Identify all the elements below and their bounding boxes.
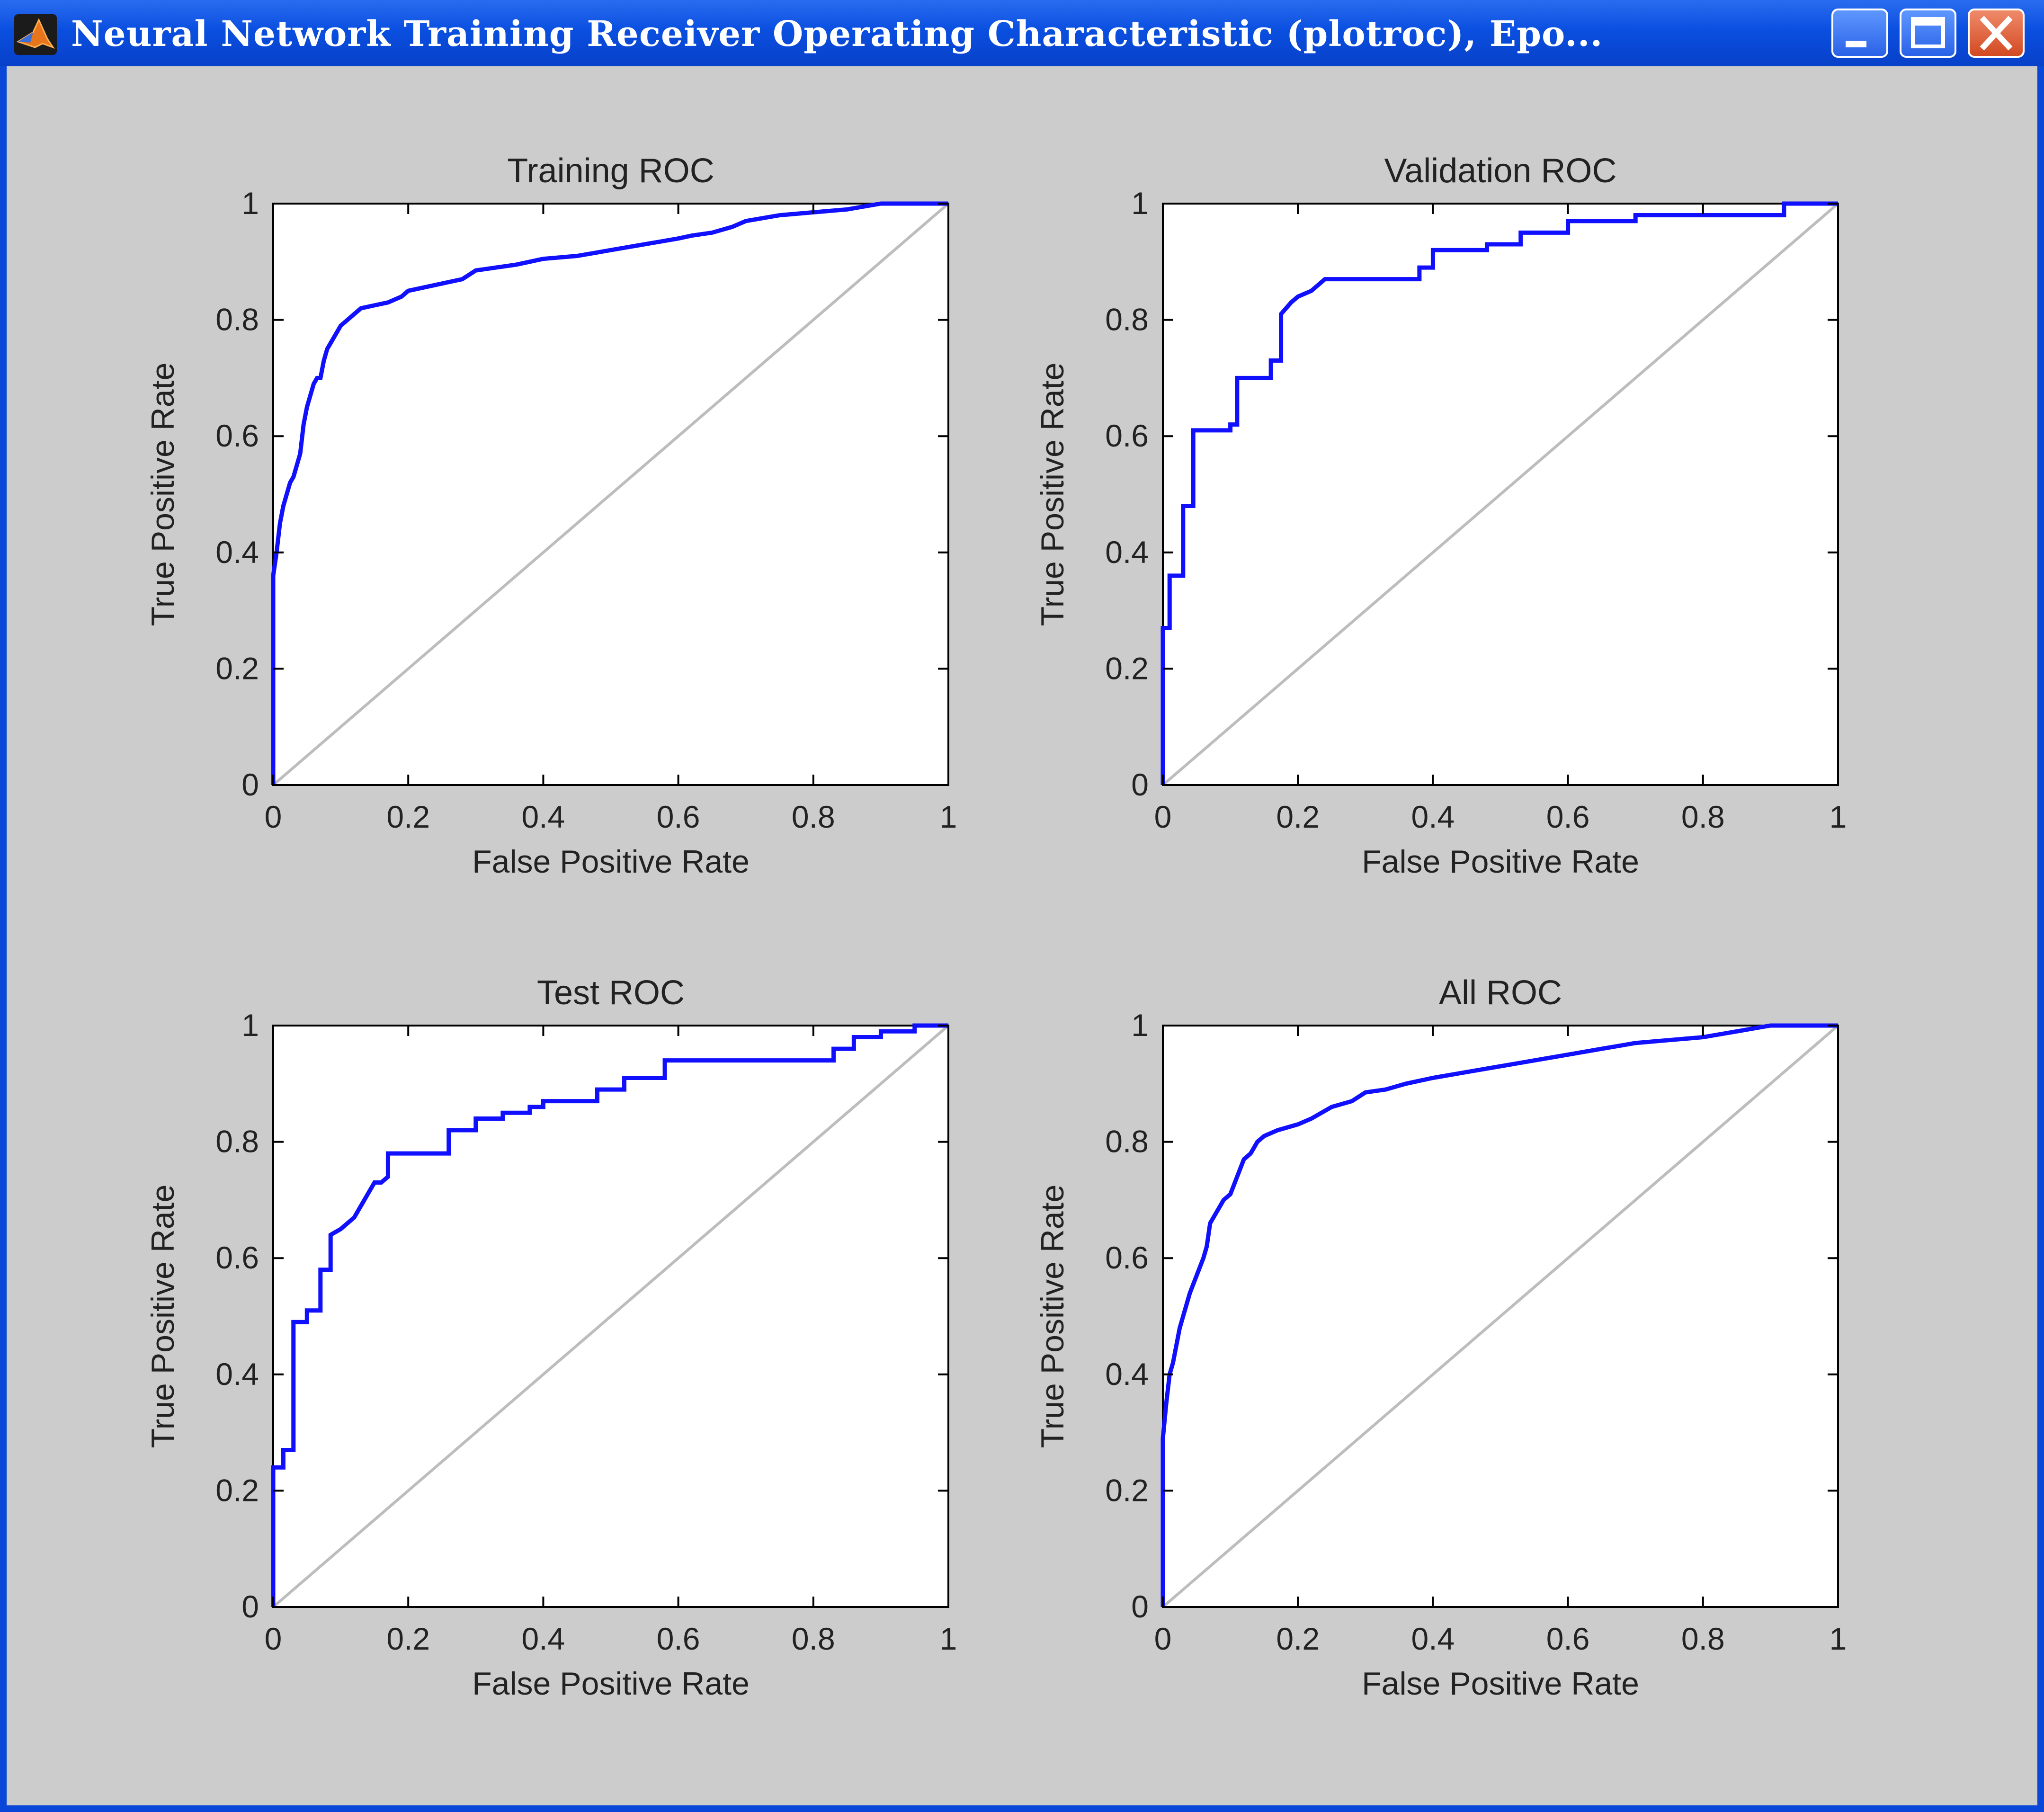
plot-title: Validation ROC [1384, 152, 1617, 190]
plot-title: Training ROC [507, 152, 714, 190]
y-tick-label: 0.4 [1105, 535, 1149, 570]
y-tick-label: 1 [1131, 186, 1149, 221]
y-tick-label: 0.6 [215, 1240, 259, 1275]
x-tick-label: 0.6 [1546, 1621, 1590, 1656]
y-tick-label: 0.8 [215, 302, 259, 337]
minimize-icon [1846, 41, 1866, 47]
y-axis-label: True Positive Rate [1035, 1185, 1071, 1448]
x-tick-label: 0.4 [522, 799, 565, 834]
x-axis-label: False Positive Rate [1362, 844, 1639, 880]
y-tick-label: 0.2 [215, 1473, 259, 1508]
roc-curve [1160, 1023, 1838, 1607]
x-tick-label: 0.6 [1546, 799, 1590, 834]
diagonal-line [1162, 202, 1839, 786]
diagonal-line [1162, 1024, 1839, 1608]
y-tick-label: 0.4 [215, 535, 259, 570]
x-tick-label: 1 [1830, 1621, 1847, 1656]
diagonal-line [272, 202, 949, 786]
roc-plot-2: 0 0.2 0.4 0.6 0.8 1 0 0.2 0.4 0.6 0.8 1 Validation R… [1035, 152, 1847, 880]
y-tick-label: 0.2 [1105, 1473, 1149, 1508]
maximize-button[interactable] [1900, 9, 1956, 58]
x-tick-label: 1 [940, 1621, 957, 1656]
y-tick-label: 0.4 [215, 1357, 259, 1392]
x-tick-label: 1 [940, 799, 957, 834]
y-tick-label: 0.6 [1105, 1240, 1149, 1275]
x-tick-label: 0.2 [1276, 799, 1320, 834]
x-tick-label: 0.4 [1411, 799, 1455, 834]
title-bar[interactable]: Neural Network Training Receiver Operati… [0, 0, 2044, 66]
x-tick-label: 0.2 [386, 1621, 430, 1656]
y-axis-label: True Positive Rate [145, 363, 181, 626]
roc-plot-1: 0 0.2 0.4 0.6 0.8 1 0 0.2 0.4 0.6 0.8 1 Training ROC… [145, 152, 957, 880]
x-tick-label: 0 [265, 1621, 282, 1656]
y-tick-label: 0.6 [215, 418, 259, 453]
y-tick-label: 0.8 [215, 1124, 259, 1159]
roc-plot-3: 0 0.2 0.4 0.6 0.8 1 0 0.2 0.4 0.6 0.8 1 Test ROC Fals… [145, 974, 957, 1702]
close-button[interactable] [1968, 9, 2025, 58]
x-tick-label: 0.6 [657, 799, 700, 834]
x-tick-label: 0.8 [1681, 1621, 1725, 1656]
roc-curve [271, 1023, 948, 1607]
y-tick-label: 1 [241, 186, 259, 221]
x-tick-label: 0 [1154, 799, 1172, 834]
x-tick-label: 0.4 [522, 1621, 565, 1656]
x-axis-label: False Positive Rate [472, 1666, 750, 1702]
minimize-button[interactable] [1831, 9, 1888, 58]
y-tick-label: 0 [1131, 767, 1149, 802]
y-tick-label: 0.2 [215, 651, 259, 686]
roc-plot-4: 0 0.2 0.4 0.6 0.8 1 0 0.2 0.4 0.6 0.8 1 All ROC False… [1035, 974, 1847, 1702]
x-tick-label: 1 [1830, 799, 1847, 834]
close-icon [1980, 16, 2013, 51]
x-tick-label: 0 [265, 799, 282, 834]
plot-title: All ROC [1439, 974, 1562, 1012]
x-axis-label: False Positive Rate [1362, 1666, 1639, 1702]
x-tick-label: 0.8 [1681, 799, 1725, 834]
x-tick-label: 0.4 [1411, 1621, 1455, 1656]
x-tick-label: 0.8 [792, 1621, 835, 1656]
y-tick-label: 0.8 [1105, 1124, 1149, 1159]
window-title: Neural Network Training Receiver Operati… [71, 14, 1603, 54]
diagonal-line [272, 1024, 949, 1608]
y-axis-label: True Positive Rate [145, 1185, 181, 1448]
roc-curve [271, 201, 948, 785]
y-tick-label: 1 [1131, 1008, 1149, 1043]
matlab-icon-glyph [16, 18, 55, 49]
roc-curve [1160, 201, 1838, 785]
maximize-icon [1911, 17, 1945, 48]
y-tick-label: 0.4 [1105, 1357, 1149, 1392]
y-tick-label: 0 [1131, 1589, 1149, 1624]
y-tick-label: 0.6 [1105, 418, 1149, 453]
x-tick-label: 0.2 [1276, 1621, 1320, 1656]
y-tick-label: 0.8 [1105, 302, 1149, 337]
y-tick-label: 0 [241, 767, 259, 802]
x-tick-label: 0 [1154, 1621, 1172, 1656]
y-tick-label: 1 [241, 1008, 259, 1043]
matlab-icon[interactable] [14, 14, 57, 55]
y-axis-label: True Positive Rate [1035, 363, 1071, 626]
y-tick-label: 0 [241, 1589, 259, 1624]
y-tick-label: 0.2 [1105, 651, 1149, 686]
x-tick-label: 0.6 [657, 1621, 700, 1656]
plot-title: Test ROC [537, 974, 685, 1012]
x-axis-label: False Positive Rate [472, 844, 750, 880]
x-tick-label: 0.2 [386, 799, 430, 834]
x-tick-label: 0.8 [792, 799, 835, 834]
